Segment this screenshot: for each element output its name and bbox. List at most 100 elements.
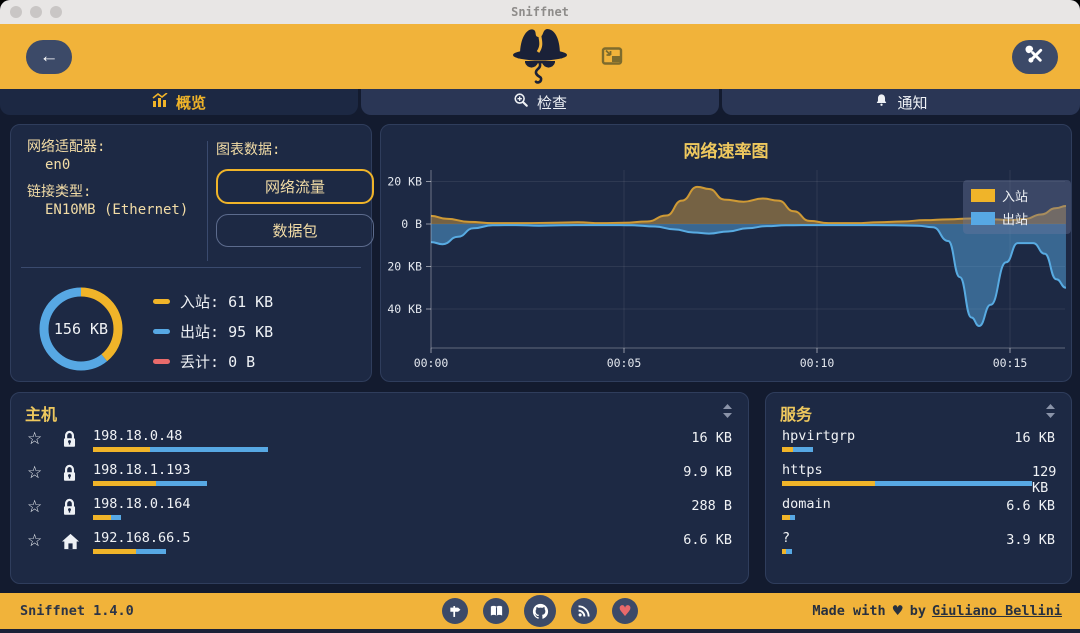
version-label: Sniffnet 1.4.0: [20, 603, 134, 619]
star-icon[interactable]: ☆: [27, 429, 43, 449]
minimize-window-button[interactable]: [30, 6, 42, 18]
row-name: https: [782, 462, 823, 478]
table-row[interactable]: ☆ 192.168.66.5 6.6 KB: [11, 531, 748, 565]
maximize-window-button[interactable]: [50, 6, 62, 18]
bell-icon: [874, 92, 889, 112]
close-window-button[interactable]: [10, 6, 22, 18]
svg-text:00:15: 00:15: [993, 356, 1028, 370]
svg-text:00:00: 00:00: [414, 356, 449, 370]
svg-text:00:05: 00:05: [607, 356, 642, 370]
magnifier-icon: [513, 92, 529, 112]
credits: Made with ♥ by Giuliano Bellini: [812, 603, 1062, 619]
row-value: 288 B: [691, 498, 732, 514]
row-name: 198.18.0.164: [93, 496, 191, 512]
sniffnet-logo-icon: [505, 22, 575, 92]
legend-incoming: 入站: 61 KB: [153, 291, 273, 312]
row-value: 16 KB: [1014, 430, 1055, 446]
legend-dropped: 丢计: 0 B: [153, 351, 273, 372]
legend-outgoing: 出站: 95 KB: [153, 321, 273, 342]
github-button[interactable]: [524, 595, 556, 627]
star-icon[interactable]: ☆: [27, 497, 43, 517]
chart-title: 网络速率图: [683, 142, 769, 162]
lock-icon: [61, 429, 93, 453]
chart-legend: 入站 出站: [963, 180, 1071, 234]
table-row[interactable]: hpvirtgrp 16 KB: [766, 429, 1071, 463]
rate-chart-panel: 网络速率图 20 KB 0 B 20 KB 40 KB 00:00 00:05 00:10 0…: [380, 124, 1072, 382]
traffic-rate-chart: 20 KB 0 B 20 KB 40 KB 00:00 00:05 00:10 00:15: [387, 170, 1067, 370]
home-icon: [61, 531, 93, 555]
thumbnail-mode-icon[interactable]: [600, 46, 624, 70]
tools-icon: [1024, 45, 1046, 69]
table-row[interactable]: https 129 KB: [766, 463, 1071, 497]
svg-text:20 KB: 20 KB: [387, 175, 422, 189]
row-name: ?: [782, 530, 791, 546]
tab-overview[interactable]: 概览: [0, 89, 358, 115]
rss-button[interactable]: [571, 598, 597, 624]
traffic-bar: [782, 549, 1006, 554]
hosts-title: 主机: [25, 405, 58, 424]
book-button[interactable]: [483, 598, 509, 624]
row-name: 198.18.1.193: [93, 462, 191, 478]
heart-button[interactable]: ♥: [612, 598, 638, 624]
incoming-legend-label: 入站: [1002, 190, 1029, 205]
traffic-bar: [93, 549, 683, 554]
app-footer: Sniffnet 1.4.0 ♥ Made with ♥ by Giuliano…: [0, 593, 1080, 629]
adapter-label: 网络适配器:: [27, 139, 106, 155]
adapter-panel: 网络适配器: en0 链接类型: EN10MB (Ethernet) 图表数据:…: [10, 124, 374, 382]
table-row[interactable]: ☆ 198.18.1.193 9.9 KB: [11, 463, 748, 497]
row-name: domain: [782, 496, 831, 512]
link-type-label: 链接类型:: [27, 184, 92, 200]
chart-source-label: 图表数据:: [216, 142, 281, 158]
horizontal-divider: [21, 267, 361, 268]
incoming-swatch-icon: [153, 299, 170, 304]
table-row[interactable]: ? 3.9 KB: [766, 531, 1071, 565]
row-value: 9.9 KB: [683, 464, 732, 480]
row-name: hpvirtgrp: [782, 428, 856, 444]
table-row[interactable]: domain 6.6 KB: [766, 497, 1071, 531]
row-value: 6.6 KB: [1006, 498, 1055, 514]
row-value: 6.6 KB: [683, 532, 732, 548]
traffic-rate-option[interactable]: 网络流量: [216, 169, 374, 204]
back-button[interactable]: ←: [26, 40, 72, 74]
svg-text:00:10: 00:10: [800, 356, 835, 370]
row-value: 129 KB: [1032, 464, 1057, 496]
tab-overview-label: 概览: [175, 93, 206, 112]
github-icon: [531, 602, 550, 621]
tab-inspect-label: 检查: [536, 93, 567, 112]
heart-icon: ♥: [618, 602, 632, 620]
star-icon[interactable]: ☆: [27, 531, 43, 551]
app-header: ←: [0, 24, 1080, 89]
tab-notifications[interactable]: 通知: [722, 89, 1080, 115]
row-value: 3.9 KB: [1006, 532, 1055, 548]
traffic-bar: [93, 481, 683, 486]
row-value: 16 KB: [691, 430, 732, 446]
star-icon[interactable]: ☆: [27, 463, 43, 483]
hosts-panel: 主机 ☆ 198.18.0.48 16 KB ☆ 198.18.1.193 9.9 KB ☆…: [10, 392, 749, 584]
traffic-bar: [782, 481, 1032, 486]
packets-option[interactable]: 数据包: [216, 214, 374, 247]
table-row[interactable]: ☆ 198.18.0.164 288 B: [11, 497, 748, 531]
svg-text:20 KB: 20 KB: [387, 260, 422, 274]
window-title: Sniffnet: [511, 5, 569, 19]
lock-icon: [61, 463, 93, 487]
tab-inspect[interactable]: 检查: [361, 89, 719, 115]
incoming-legend-swatch-icon: [971, 189, 995, 202]
table-row[interactable]: ☆ 198.18.0.48 16 KB: [11, 429, 748, 463]
traffic-bar: [93, 447, 691, 452]
lock-icon: [61, 497, 93, 521]
book-icon: [489, 604, 504, 618]
services-panel: 服务 hpvirtgrp 16 KB https 129 KB domain 6.6 KB…: [765, 392, 1072, 584]
heart-glyph: ♥: [891, 603, 904, 619]
traffic-donut-chart: [39, 287, 123, 371]
author-link[interactable]: Giuliano Bellini: [931, 603, 1062, 619]
services-title: 服务: [780, 405, 813, 424]
bar-chart-icon: [152, 92, 168, 111]
traffic-bar: [782, 515, 1006, 520]
tab-bar: 概览 检查 通知: [0, 89, 1080, 115]
outgoing-swatch-icon: [153, 329, 170, 334]
signpost-button[interactable]: [442, 598, 468, 624]
services-sort-button[interactable]: [1044, 403, 1057, 423]
settings-button[interactable]: [1012, 40, 1058, 74]
hosts-sort-button[interactable]: [721, 403, 734, 423]
